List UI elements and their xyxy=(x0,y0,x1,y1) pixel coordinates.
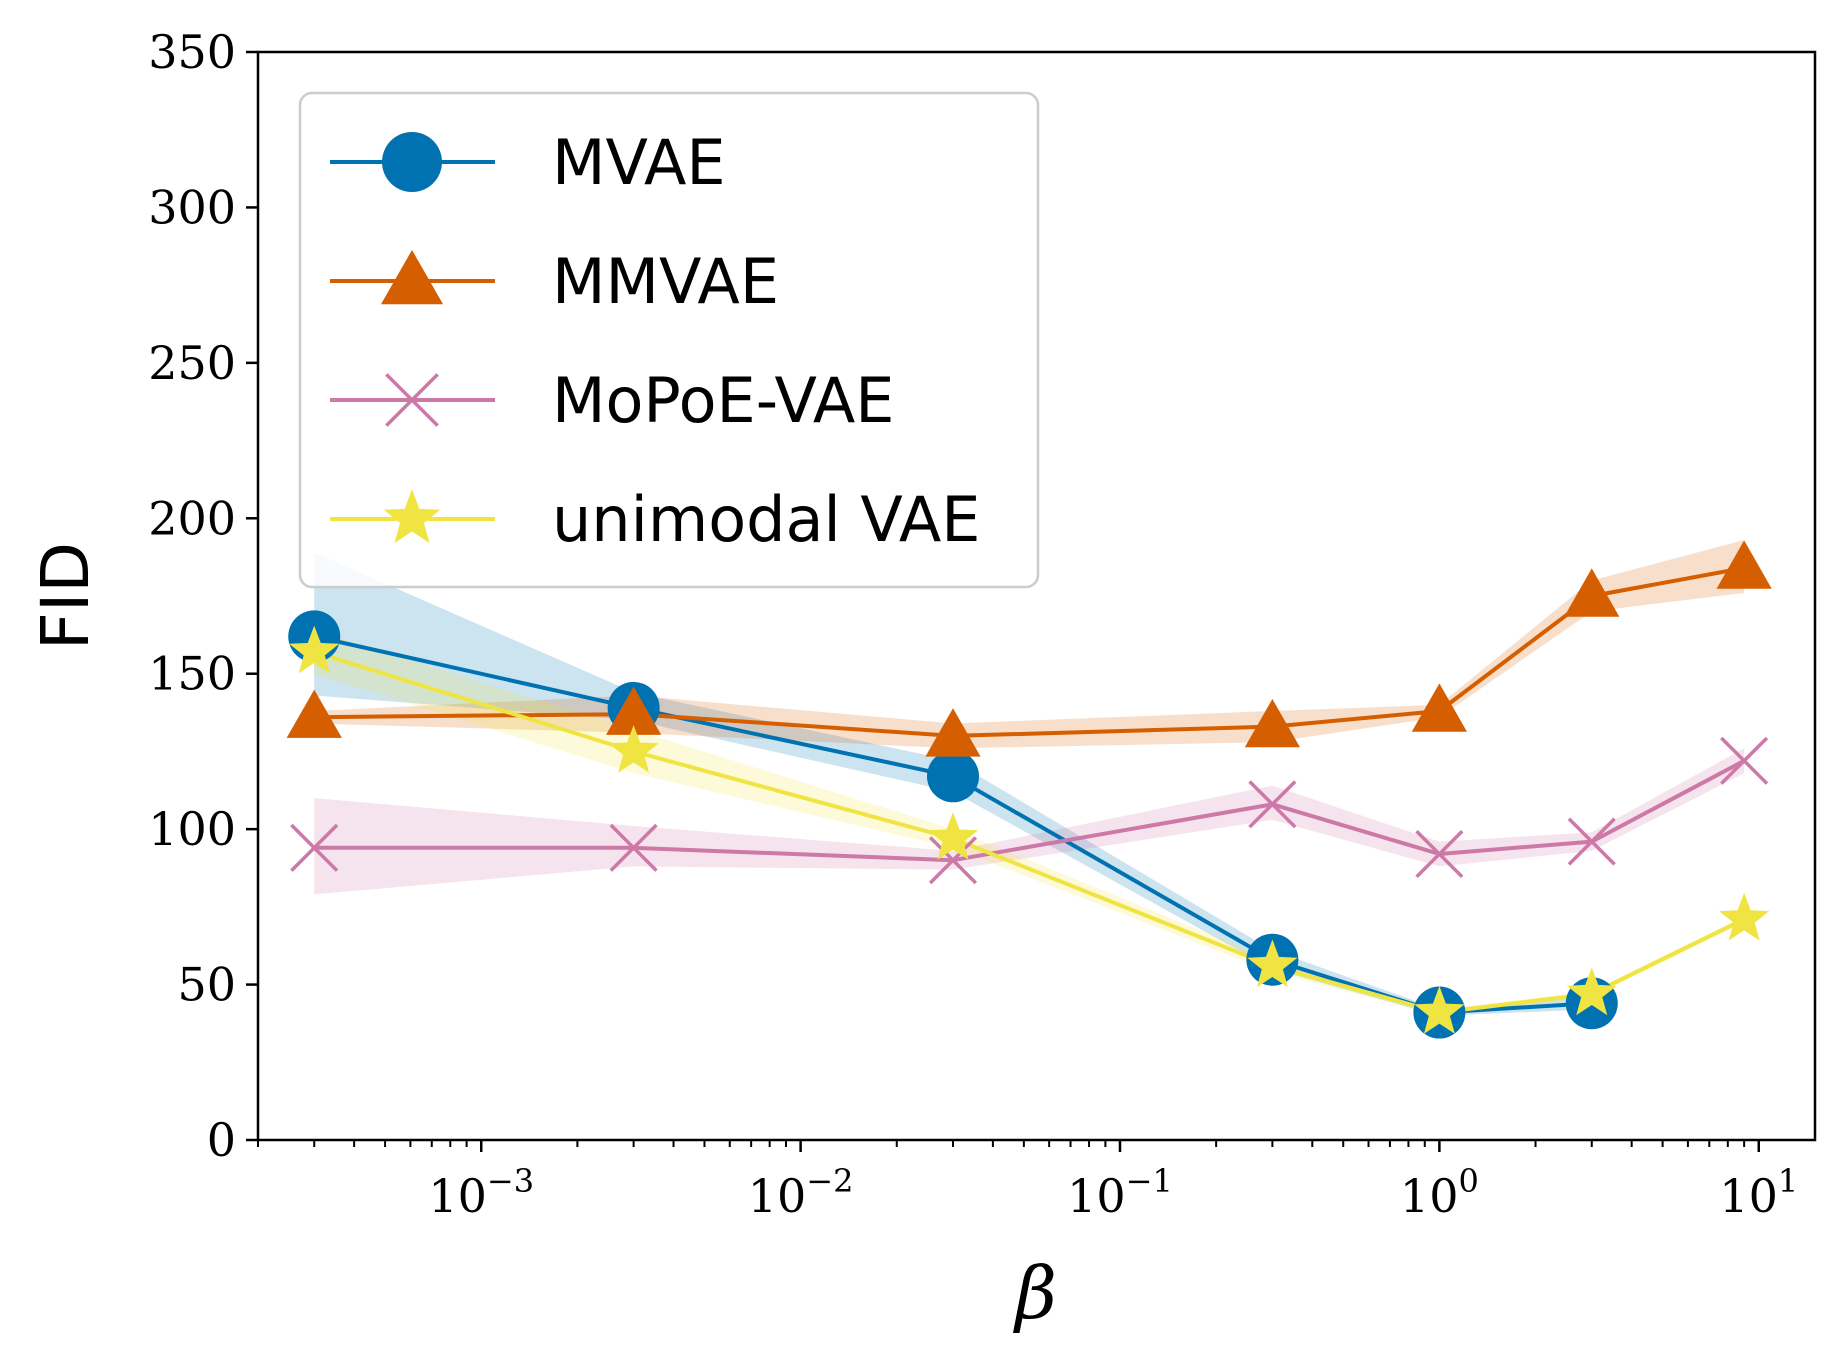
mmvae-point-1 xyxy=(606,686,662,735)
unimodal-vae-point-4 xyxy=(1414,986,1465,1034)
legend-marker-unimodal-vae xyxy=(383,489,441,543)
legend: MVAE MMVAE MoPoE-VAE unimodal VAE xyxy=(298,91,1040,589)
mopoe-vae-point-5 xyxy=(1567,817,1616,866)
legend-marker-mvae xyxy=(382,132,442,192)
mopoe-vae-point-6 xyxy=(1720,736,1769,785)
mopoe-vae-point-3 xyxy=(1248,780,1297,829)
confidence-bands xyxy=(314,540,1745,1016)
mmvae-point-6 xyxy=(1716,540,1772,589)
x-tick-label-0: 10−3 xyxy=(428,1162,534,1223)
unimodal-vae-point-0 xyxy=(289,625,340,674)
legend-frame xyxy=(298,91,1040,589)
legend-label-mmvae: MMVAE xyxy=(552,245,779,318)
unimodal-vae-point-6 xyxy=(1719,892,1770,941)
y-axis-label: FID xyxy=(27,542,104,650)
mopoe-vae-band xyxy=(314,748,1745,895)
mopoe-vae-point-0 xyxy=(290,823,339,872)
x-axis-label: β xyxy=(1012,1251,1057,1335)
legend-label-mvae: MVAE xyxy=(552,126,726,199)
legend-marker-mopoe-vae xyxy=(385,373,439,427)
y-tick-label-2: 100 xyxy=(148,802,236,856)
mopoe-vae-point-4 xyxy=(1415,829,1464,879)
series-markers xyxy=(286,540,1772,1039)
mvae-point-2 xyxy=(927,750,980,803)
y-axis: 0 50 100 150 200 250 300 350 xyxy=(148,25,258,1167)
mmvae-point-2 xyxy=(925,708,981,757)
unimodal-vae-point-3 xyxy=(1247,939,1298,988)
unimodal-vae-point-5 xyxy=(1566,967,1617,1016)
y-tick-label-1: 50 xyxy=(177,958,236,1012)
mmvae-point-0 xyxy=(286,689,342,738)
y-tick-label-7: 350 xyxy=(148,25,236,79)
y-tick-label-0: 0 xyxy=(207,1113,236,1167)
legend-label-mopoe-vae: MoPoE-VAE xyxy=(552,364,894,437)
unimodal-vae-point-1 xyxy=(608,725,659,773)
x-tick-label-2: 10−1 xyxy=(1067,1162,1173,1223)
legend-marker-mmvae xyxy=(380,249,444,305)
unimodal-vae-point-2 xyxy=(927,812,979,860)
mmvae-band xyxy=(314,540,1745,749)
y-tick-label-5: 250 xyxy=(148,336,236,390)
x-tick-label-1: 10−2 xyxy=(748,1162,854,1223)
x-tick-label-3: 100 xyxy=(1400,1162,1479,1223)
mmvae-point-4 xyxy=(1411,683,1467,732)
y-tick-label-3: 150 xyxy=(148,647,236,701)
legend-label-unimodal-vae: unimodal VAE xyxy=(552,483,980,556)
y-tick-label-6: 300 xyxy=(148,180,236,234)
mmvae-point-3 xyxy=(1244,698,1300,748)
x-tick-label-4: 101 xyxy=(1719,1162,1798,1223)
mopoe-vae-point-1 xyxy=(609,823,658,872)
y-tick-label-4: 200 xyxy=(148,491,236,545)
mopoe-vae-point-2 xyxy=(928,836,978,885)
mmvae-point-5 xyxy=(1564,568,1620,617)
x-axis: 10−3 10−2 10−1 100 101 xyxy=(257,1140,1798,1223)
axes-frame xyxy=(256,50,1817,1142)
